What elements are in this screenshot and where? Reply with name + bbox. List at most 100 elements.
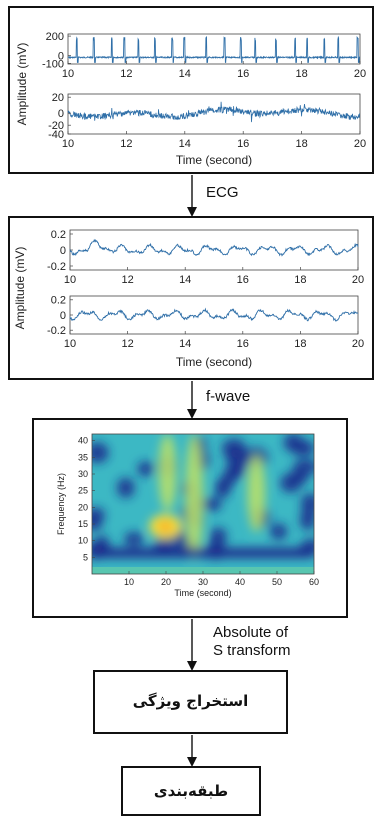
ecg-bottom-xtick-label: 14 (179, 138, 191, 150)
spec-low-blob (92, 507, 106, 522)
ecg-bottom-ytick-label: 20 (52, 92, 64, 104)
ecg-top-xtick-label: 10 (62, 68, 74, 80)
fwave-top-ytick-label: 0.2 (51, 229, 66, 241)
spec-low-blob (283, 434, 303, 453)
ecg-top-axes (67, 33, 361, 65)
fwave-bottom-ytick-label: -0.2 (47, 325, 66, 337)
fwave-bottom-xtick-label: 16 (237, 338, 249, 350)
spec-mid-streak (185, 434, 204, 560)
ecg-bottom-ytick-label: -20 (48, 120, 64, 132)
spec-ytick-label: 25 (78, 486, 88, 496)
ecg-bottom-axes (67, 93, 361, 135)
spec-low-blob (203, 497, 222, 512)
fwave-plot: 0.20-0.210 12 14 16 18 200.20-0.210 12 14 16 18 20… (13, 229, 364, 369)
spec-low-blob (124, 531, 144, 546)
fwave-panel: 0.2 0 -0.2 10 12 14 16 18 20 0.2 0 -0.2 10 12 14 16 18 20… (8, 216, 374, 380)
ecg-xlabel: Time (second) (176, 153, 252, 167)
ecg-panel: 200 0 -100 10 12 14 16 18 20 20 0 -20 -40 10 12 14 16 18 2… (8, 6, 374, 174)
spec-low-blob (137, 461, 154, 477)
transform-arrow-label: Absolute of S transform (213, 624, 343, 660)
ecg-bottom-xtick-label: 12 (120, 138, 132, 150)
feature-extraction-box: استخراج ویژگی (93, 670, 288, 734)
ecg-arrow-label: ECG (206, 184, 239, 201)
spec-xtick-label: 20 (161, 577, 171, 587)
spec-xtick-label: 10 (124, 577, 134, 587)
ecg-top-ytick-label: 0 (58, 50, 64, 62)
spec-low-blob (218, 477, 233, 492)
fwave-bottom-xtick-label: 18 (294, 338, 306, 350)
classification-box: طبقه‌بندی (121, 766, 261, 816)
ecg-top-xtick-label: 20 (354, 68, 366, 80)
spec-hot-core (157, 520, 174, 533)
fwave-top-xtick-label: 16 (237, 274, 249, 286)
fwave-ylabel: Amplitude (mV) (13, 247, 27, 330)
spec-low-blob (116, 477, 135, 499)
spec-xtick-label: 50 (272, 577, 282, 587)
spec-ylabel: Frequency (Hz) (56, 473, 66, 535)
spec-xtick-label: 30 (198, 577, 208, 587)
spec-xtick-label: 60 (309, 577, 319, 587)
ecg-bottom-ytick-label: 0 (58, 108, 64, 120)
fwave-arrow-label: f-wave (206, 388, 251, 405)
ecg-top-ytick-label: -100 (42, 58, 64, 70)
spec-ytick-label: 30 (78, 469, 88, 479)
fwave-bottom-trace (69, 307, 359, 322)
fwave-bottom-xtick-label: 12 (121, 338, 133, 350)
spec-ytick-label: 15 (78, 519, 88, 529)
ecg-bottom-ytick-label: -40 (48, 129, 64, 141)
fwave-xlabel: Time (second) (176, 355, 252, 369)
fwave-top-trace (69, 238, 359, 257)
spec-ytick-label: 10 (78, 536, 88, 546)
spec-low-blob (300, 493, 314, 515)
fwave-bottom-ytick-label: 0.2 (51, 295, 66, 307)
ecg-top-trace (67, 35, 361, 63)
spec-heat-blurred (92, 434, 314, 561)
spec-mid-streak (247, 455, 266, 532)
fwave-top-xtick-label: 18 (294, 274, 306, 286)
fwave-bottom-axes (69, 295, 359, 335)
spec-xlabel: Time (second) (174, 588, 231, 598)
ecg-top-xtick-label: 16 (237, 68, 249, 80)
ecg-top-ytick-label: 200 (46, 31, 64, 43)
spec-xtick-label: 40 (235, 577, 245, 587)
spec-ytick-label: 5 (83, 552, 88, 562)
spec-low-band (92, 548, 314, 558)
ecg-bottom-xtick-label: 20 (354, 138, 366, 150)
classification-label: طبقه‌بندی (153, 782, 229, 800)
transform-label-line2: S transform (213, 642, 291, 659)
ecg-bottom-xtick-label: 10 (62, 138, 74, 150)
fwave-top-ytick-label: -0.2 (47, 261, 66, 273)
ecg-top-xtick-label: 18 (295, 68, 307, 80)
spectrogram-plot: 40 35 30 25 20 15 10 5 10 20 30 40 50 60 Time (second)… (56, 433, 319, 598)
fwave-top-ytick-label: 0 (60, 245, 66, 257)
ecg-top-xtick-label: 12 (120, 68, 132, 80)
ecg-top-xtick-label: 14 (179, 68, 191, 80)
spec-ytick-label: 40 (78, 436, 88, 446)
spec-low-blob (221, 438, 247, 459)
spec-ytick-label: 20 (78, 502, 88, 512)
spec-mid-streak (158, 434, 177, 511)
spec-low-blob (92, 442, 109, 464)
spec-low-blob (209, 527, 227, 547)
ecg-bottom-xtick-label: 18 (295, 138, 307, 150)
spec-low-blob (269, 523, 288, 540)
spectrogram-panel: 40 35 30 25 20 15 10 5 10 20 30 40 50 60 Time (second)… (32, 418, 348, 618)
ecg-ylabel: Amplitude (mV) (15, 43, 29, 126)
spec-low-blob (228, 462, 247, 478)
transform-label-line1: Absolute of (213, 624, 289, 641)
spec-low-blob (289, 470, 310, 485)
fwave-bottom-xtick-label: 20 (352, 338, 364, 350)
fwave-top-xtick-label: 10 (64, 274, 76, 286)
spec-base-band (92, 567, 314, 574)
feature-extraction-label: استخراج ویژگی (132, 692, 249, 710)
fwave-top-xtick-label: 14 (179, 274, 191, 286)
fwave-bottom-xtick-label: 14 (179, 338, 191, 350)
fwave-bottom-xtick-label: 10 (64, 338, 76, 350)
ecg-bottom-xtick-label: 16 (237, 138, 249, 150)
spec-heat-layer (92, 434, 314, 574)
fwave-top-xtick-label: 20 (352, 274, 364, 286)
fwave-bottom-ytick-label: 0 (60, 310, 66, 322)
spec-ytick-label: 35 (78, 452, 88, 462)
